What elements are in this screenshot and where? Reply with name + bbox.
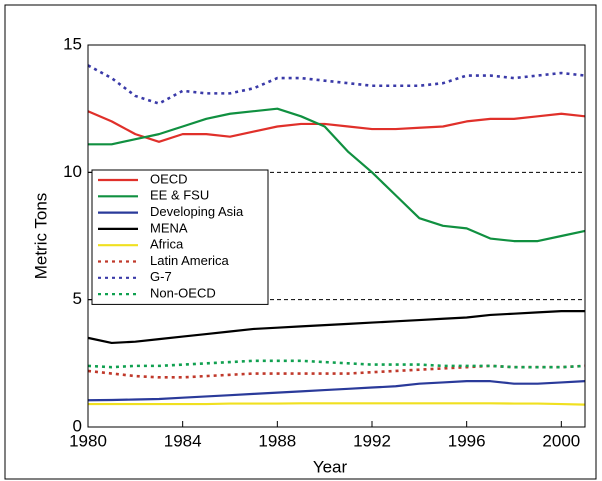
legend-box <box>91 169 269 305</box>
legend-label: Latin America <box>150 253 230 268</box>
y-tick-label: 15 <box>63 34 82 53</box>
y-tick-label: 5 <box>73 289 82 308</box>
series-line <box>88 107 586 243</box>
y-tick-label: 10 <box>63 162 82 181</box>
legend-label: G-7 <box>150 269 172 284</box>
x-axis-label: Year <box>313 457 348 476</box>
legend-label: Non-OECD <box>150 286 216 301</box>
series-line <box>88 402 586 406</box>
x-tick-label: 1980 <box>69 431 107 450</box>
x-tick-label: 1984 <box>164 431 202 450</box>
series-line <box>87 310 585 345</box>
legend-label: Africa <box>150 237 184 252</box>
frame <box>4 4 597 480</box>
legend-label: MENA <box>150 220 188 235</box>
y-axis-label: Metric Tons <box>31 193 50 280</box>
legend-label: OECD <box>150 171 188 186</box>
legend-label: Developing Asia <box>150 204 244 219</box>
x-tick-label: 1996 <box>448 431 486 450</box>
x-tick-label: 1992 <box>353 431 391 450</box>
series-line <box>87 64 586 105</box>
plot-frame <box>87 44 586 428</box>
x-tick-label: 2000 <box>542 431 580 450</box>
series-line <box>87 110 586 143</box>
series-line <box>87 359 586 369</box>
x-tick-label: 1988 <box>258 431 296 450</box>
y-tick-label: 0 <box>73 416 82 435</box>
series-line <box>87 380 586 402</box>
legend-label: EE & FSU <box>150 188 209 203</box>
